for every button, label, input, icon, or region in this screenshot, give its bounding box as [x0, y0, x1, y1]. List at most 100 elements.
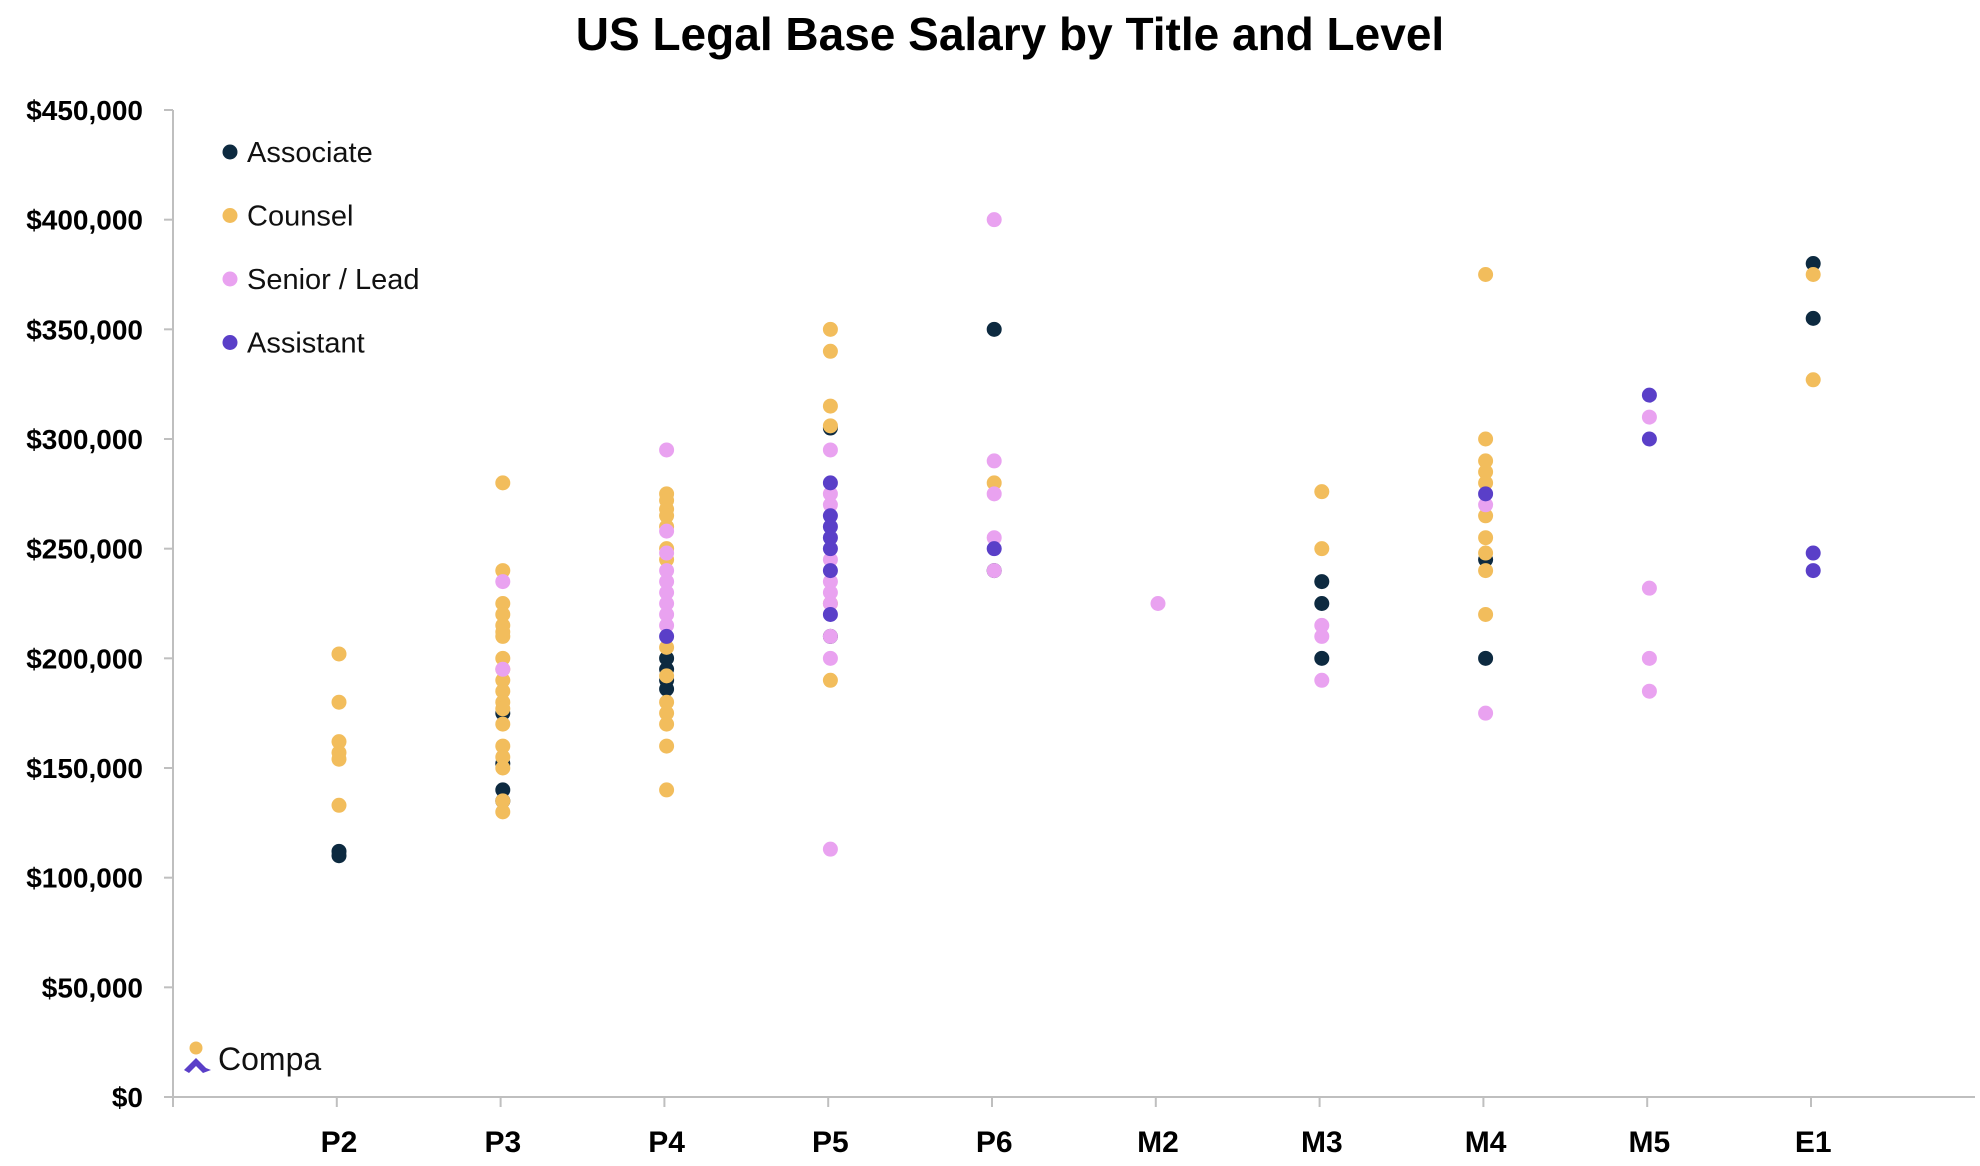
x-tick-label: P6 — [976, 1126, 1013, 1159]
point-senior-lead — [986, 563, 1002, 579]
y-tick-label: $250,000 — [26, 534, 143, 565]
point-assistant — [1641, 387, 1657, 403]
point-associate — [659, 650, 675, 666]
point-counsel — [495, 738, 511, 754]
point-senior-lead — [495, 574, 511, 590]
point-assistant — [1478, 486, 1494, 502]
point-counsel — [1478, 606, 1494, 622]
x-tick-label: M2 — [1137, 1126, 1179, 1159]
point-senior-lead — [822, 585, 838, 601]
point-counsel — [495, 672, 511, 688]
point-counsel — [1478, 545, 1494, 561]
point-counsel — [822, 321, 838, 337]
point-associate — [1314, 596, 1330, 611]
point-assistant — [822, 563, 838, 579]
point-senior-lead — [495, 661, 511, 677]
point-counsel — [495, 793, 511, 809]
y-tick-label: $300,000 — [26, 424, 143, 455]
point-associate — [659, 681, 675, 697]
logo-dot-icon — [189, 1041, 203, 1055]
point-counsel — [1478, 464, 1494, 480]
x-tick-label: P5 — [812, 1126, 849, 1159]
point-senior-lead — [1314, 628, 1330, 644]
point-counsel — [659, 705, 675, 721]
point-counsel — [659, 668, 675, 684]
point-counsel — [1478, 475, 1494, 491]
point-counsel — [495, 563, 511, 579]
point-assistant — [822, 508, 838, 524]
x-tick-label: P4 — [648, 1126, 685, 1159]
point-counsel — [822, 398, 838, 414]
point-counsel — [659, 738, 675, 754]
point-counsel — [822, 418, 838, 434]
point-counsel — [495, 683, 511, 699]
point-counsel — [1478, 453, 1494, 469]
x-tick-label: E1 — [1795, 1126, 1832, 1159]
data-points — [331, 212, 1821, 864]
point-senior-lead — [822, 596, 838, 611]
point-senior-lead — [1314, 617, 1330, 633]
point-counsel — [822, 672, 838, 688]
point-associate — [331, 848, 347, 864]
point-counsel — [1314, 541, 1330, 557]
y-tick-label: $350,000 — [26, 314, 143, 345]
point-counsel — [331, 734, 347, 750]
y-tick-label: $400,000 — [26, 205, 143, 236]
point-counsel — [1478, 431, 1494, 447]
y-tick-label: $450,000 — [26, 95, 143, 126]
y-tick-label: $50,000 — [42, 972, 143, 1003]
point-counsel — [1478, 267, 1494, 282]
point-counsel — [495, 475, 511, 491]
point-assistant — [1641, 431, 1657, 447]
point-senior-lead — [986, 486, 1002, 502]
point-senior-lead — [1478, 705, 1494, 721]
point-assistant — [822, 541, 838, 557]
point-senior-lead — [659, 545, 675, 561]
point-senior-lead — [1314, 672, 1330, 688]
point-senior-lead — [659, 523, 675, 539]
point-associate — [1314, 650, 1330, 666]
point-senior-lead — [659, 606, 675, 622]
point-associate — [1805, 310, 1821, 326]
point-assistant — [659, 628, 675, 644]
point-senior-lead — [986, 453, 1002, 469]
logo-text: Compa — [218, 1041, 321, 1077]
legend-marker-associate — [222, 144, 238, 160]
point-senior-lead — [822, 628, 838, 644]
point-counsel — [659, 782, 675, 798]
y-tick-label: $0 — [112, 1082, 143, 1113]
point-counsel — [1805, 267, 1821, 282]
point-counsel — [1478, 563, 1494, 579]
y-tick-label: $200,000 — [26, 643, 143, 674]
y-tick-label: $100,000 — [26, 863, 143, 894]
point-assistant — [986, 541, 1002, 557]
x-tick-label: P3 — [484, 1126, 521, 1159]
legend-label-associate: Associate — [247, 137, 373, 169]
point-counsel — [495, 749, 511, 765]
point-counsel — [331, 694, 347, 710]
point-counsel — [659, 639, 675, 655]
point-counsel — [495, 701, 511, 717]
point-senior-lead — [1641, 650, 1657, 666]
point-counsel — [986, 475, 1002, 491]
point-senior-lead — [822, 841, 838, 857]
point-counsel — [495, 760, 511, 776]
point-senior-lead — [1641, 409, 1657, 425]
compa-logo: Compa — [184, 1041, 321, 1077]
legend-marker-assistant — [222, 335, 238, 350]
point-counsel — [495, 596, 511, 611]
point-associate — [986, 321, 1002, 337]
point-counsel — [1314, 484, 1330, 500]
point-assistant — [822, 519, 838, 535]
point-counsel — [822, 343, 838, 359]
legend-marker-senior-lead — [222, 271, 238, 287]
point-counsel — [659, 508, 675, 524]
point-senior-lead — [1150, 596, 1166, 611]
point-senior-lead — [659, 563, 675, 579]
point-senior-lead — [822, 442, 838, 458]
point-senior-lead — [822, 650, 838, 666]
point-counsel — [1478, 508, 1494, 524]
point-associate — [1805, 256, 1821, 272]
